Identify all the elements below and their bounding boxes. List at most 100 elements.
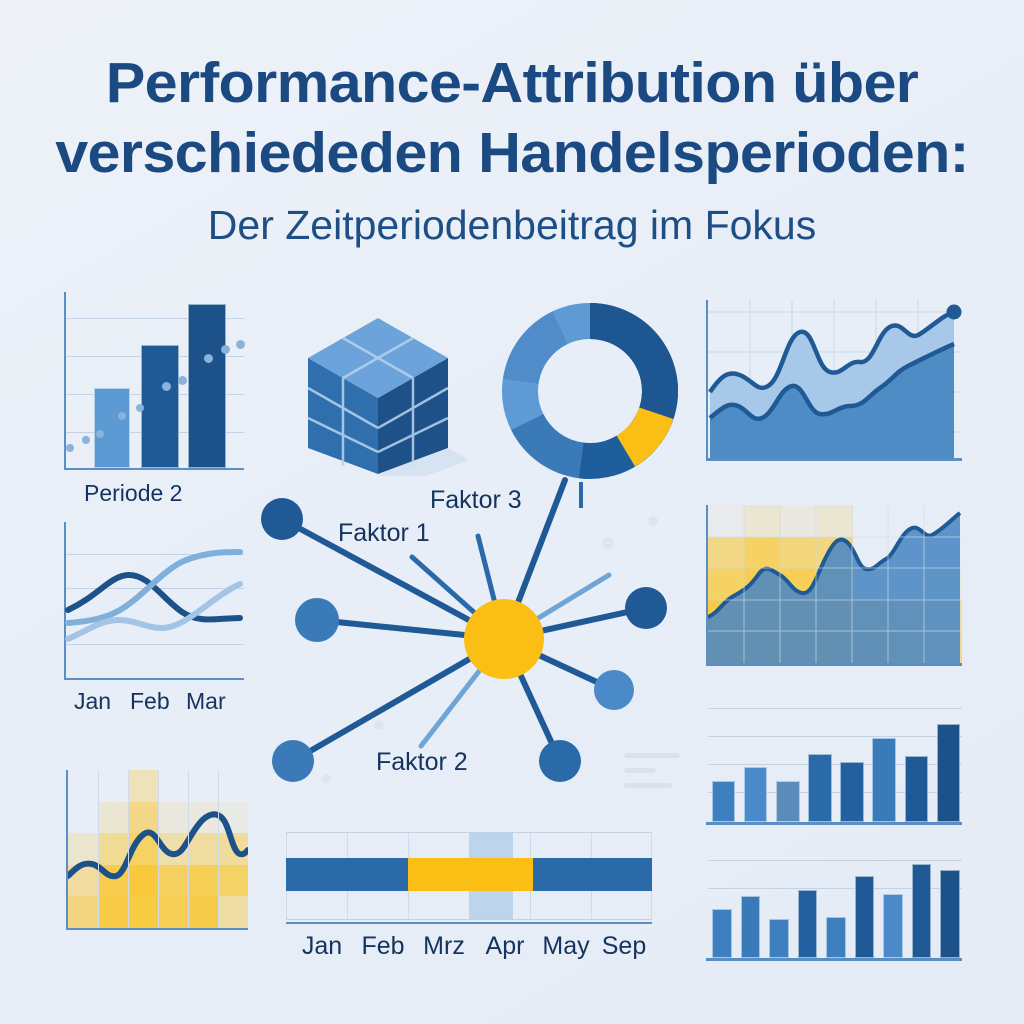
chart-bar-periode: Periode 2 (58, 292, 248, 507)
x-axis (286, 922, 652, 924)
network-label-faktor-1: Faktor 1 (338, 519, 430, 547)
bar (712, 780, 736, 822)
network-label-faktor-3: Faktor 3 (430, 486, 522, 514)
isometric-cube-graphic (288, 296, 470, 486)
bar (826, 916, 846, 958)
gridline (708, 736, 962, 737)
y-axis (66, 770, 68, 930)
heatmap-cell (744, 536, 781, 569)
network-node-2[interactable] (295, 598, 339, 642)
chart-heatmap-area-right (702, 505, 964, 675)
heatmap-cell (816, 505, 854, 537)
x-axis (64, 678, 244, 680)
heatmap-cell (128, 896, 158, 928)
x-axis (706, 458, 962, 461)
chart-donut-attribution (495, 296, 685, 508)
bar (936, 723, 960, 822)
line-series-group (65, 549, 243, 642)
chart-area-stacked-right (702, 300, 964, 470)
decor-dot (322, 774, 331, 783)
edge-donut-link (501, 477, 568, 642)
x-axis (706, 822, 962, 825)
area-overlay-stroke (708, 511, 962, 619)
heatmap-cell (744, 505, 781, 537)
heatmap-cell (188, 833, 218, 865)
edge-faktor-3 (475, 533, 507, 642)
heatmap-cell (158, 864, 188, 897)
chart-heatmap-wave-left (58, 770, 253, 950)
x-tick-label: Feb (361, 932, 405, 960)
area-lower (710, 344, 954, 458)
bar (188, 304, 226, 468)
bar (776, 780, 800, 822)
chart-timeline-perioden: Jan Feb Mrz Apr May Sep (286, 832, 652, 960)
bar (872, 737, 896, 822)
edge-light-upper (501, 572, 612, 642)
chart-line-monate: Jan Feb Mar (58, 522, 248, 722)
chart-bars-right-upper (702, 702, 964, 832)
heatmap-cell (158, 896, 188, 928)
wave-line (68, 811, 248, 880)
network-node-1[interactable] (261, 498, 303, 540)
gridline (708, 792, 962, 793)
network-label-faktor-2: Faktor 2 (376, 748, 468, 776)
x-tick-label: Feb (130, 688, 170, 714)
bar (769, 919, 789, 958)
heatmap-cell (68, 896, 98, 928)
title-block: Performance-Attribution über verschieded… (0, 48, 1024, 254)
heatmap-cell (128, 864, 158, 897)
trend-dot (221, 345, 230, 354)
x-tick-label: Jan (301, 932, 343, 960)
network-node-4[interactable] (625, 587, 667, 629)
x-axis (64, 468, 244, 470)
x-axis (706, 958, 962, 961)
trend-dot (118, 412, 126, 420)
network-hub-node[interactable] (464, 599, 544, 679)
decor-dot (374, 720, 384, 730)
x-axis (706, 663, 962, 666)
heatmap-cell (218, 864, 248, 897)
gridline (708, 888, 962, 889)
y-axis (706, 505, 708, 665)
bar (840, 761, 864, 822)
area-upper-stroke (708, 309, 955, 394)
decor-line (624, 753, 680, 758)
heatmap-cell (68, 833, 98, 865)
bar (911, 863, 932, 958)
network-node-5[interactable] (594, 670, 634, 710)
bar (797, 890, 818, 958)
subtitle: Der Zeitperiodenbeitrag im Fokus (207, 202, 817, 248)
edge-faktor-1 (409, 554, 507, 642)
y-axis (64, 292, 66, 470)
donut-leader-line (579, 482, 583, 508)
heatmap-cell (188, 896, 218, 928)
network-node-3[interactable] (272, 740, 314, 782)
network-node-6[interactable] (539, 740, 581, 782)
trend-dot (136, 404, 144, 412)
decor-line (624, 783, 672, 788)
chart-bars-right-lower (702, 850, 964, 970)
y-axis (706, 300, 708, 460)
line-series-c (65, 581, 243, 642)
timeline-segment-3[interactable] (533, 858, 652, 891)
trend-dot (178, 376, 187, 385)
edge-node-4 (501, 605, 649, 642)
bar (740, 896, 761, 958)
x-axis (66, 928, 248, 930)
bar-group (712, 850, 960, 958)
x-tick-label: Jan (74, 688, 112, 714)
gridline (708, 764, 962, 765)
heatmap-cell (98, 801, 128, 834)
area-lower-stroke (708, 341, 955, 422)
timeline-segment-1[interactable] (286, 858, 408, 891)
timeline-segment-2[interactable] (408, 858, 533, 891)
heatmap-cell (98, 833, 128, 865)
bar (94, 388, 130, 468)
heatmap-cell (128, 801, 158, 834)
heatmap-cell (98, 896, 128, 928)
bar (883, 894, 903, 958)
heatmap-cell (708, 536, 745, 569)
heatmap-cell (128, 770, 158, 802)
title-line-1: Performance-Attribution über (105, 51, 919, 115)
